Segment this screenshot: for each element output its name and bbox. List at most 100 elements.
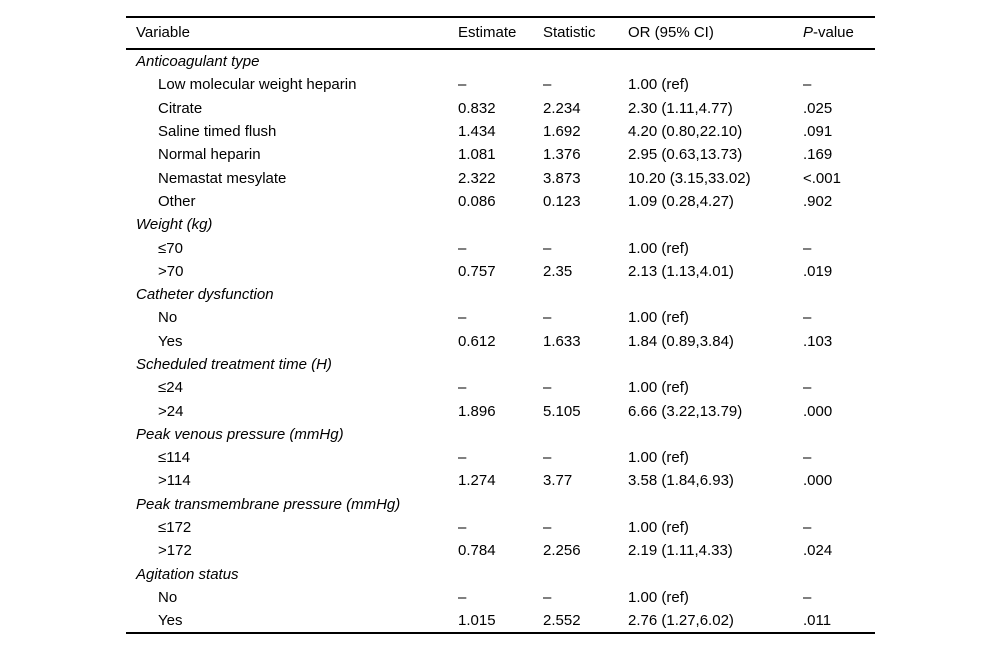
header-p-value: P-value: [803, 17, 875, 50]
section-header-row: Anticoagulant type: [126, 49, 875, 73]
cell-p-value: .025: [803, 99, 833, 117]
cell-variable: No: [158, 588, 178, 606]
section-header-row: Weight (kg): [126, 213, 875, 236]
cell-or-ci: 1.00 (ref): [628, 76, 689, 94]
table-row: Yes 0.612 1.633 1.84 (0.89,3.84) .103: [126, 330, 875, 353]
cell-estimate: –: [458, 449, 467, 467]
cell-estimate: 0.086: [458, 192, 496, 210]
cell-estimate: –: [458, 588, 467, 606]
cell-or-ci: 1.00 (ref): [628, 519, 689, 537]
cell-or-ci: 2.19 (1.11,4.33): [628, 542, 733, 560]
section-label: Weight (kg): [136, 216, 213, 234]
cell-p-value: .091: [803, 123, 833, 141]
cell-estimate: 1.274: [458, 472, 496, 490]
cell-variable: ≤114: [158, 449, 191, 467]
cell-or-ci: 1.09 (0.28,4.27): [628, 192, 734, 210]
header-or-ci: OR (95% CI): [628, 17, 803, 50]
cell-or-ci: 1.00 (ref): [628, 379, 689, 397]
header-row: Variable Estimate Statistic OR (95% CI) …: [126, 17, 875, 50]
section-label: Scheduled treatment time (H): [136, 356, 332, 373]
cell-p-value: –: [803, 379, 812, 397]
table-row: Citrate 0.832 2.234 2.30 (1.11,4.77) .025: [126, 97, 875, 120]
table-row: Normal heparin 1.081 1.376 2.95 (0.63,13.73…: [126, 143, 875, 166]
p-value-italic-part: P: [803, 24, 814, 41]
cell-variable: >172: [158, 542, 192, 560]
section-label: Agitation status: [136, 565, 239, 583]
cell-estimate: 1.896: [458, 402, 496, 420]
cell-variable: Other: [158, 192, 196, 210]
table-row: >24 1.896 5.105 6.66 (3.22,13.79) .000: [126, 399, 875, 422]
section-label: Anticoagulant type: [136, 53, 260, 71]
cell-statistic: –: [543, 309, 552, 327]
cell-statistic: 2.234: [543, 99, 581, 117]
cell-or-ci: 1.00 (ref): [628, 588, 689, 606]
cell-p-value: –: [803, 309, 812, 327]
cell-or-ci: 2.76 (1.27,6.02): [628, 612, 734, 630]
header-estimate: Estimate: [458, 17, 543, 50]
cell-variable: >24: [158, 402, 184, 420]
table-row: No – – 1.00 (ref) –: [126, 586, 875, 609]
cell-estimate: –: [458, 519, 467, 537]
p-value-rest-part: -value: [813, 24, 854, 41]
table-row: Yes 1.015 2.552 2.76 (1.27,6.02) .011: [126, 609, 875, 633]
cell-estimate: 0.612: [458, 332, 496, 350]
cell-variable: ≤24: [158, 379, 183, 397]
cell-or-ci: 1.00 (ref): [628, 239, 689, 257]
cell-statistic: 0.123: [543, 192, 581, 210]
cell-p-value: .019: [803, 262, 833, 280]
section-header-row: Peak transmembrane pressure (mmHg): [126, 493, 875, 516]
cell-estimate: 0.784: [458, 542, 496, 560]
section-label: Catheter dysfunction: [136, 286, 274, 304]
cell-statistic: –: [543, 519, 552, 537]
section-label: Peak transmembrane pressure (mmHg): [136, 495, 401, 513]
cell-p-value: –: [803, 449, 812, 467]
section-header-row: Agitation status: [126, 563, 875, 586]
table-row: >172 0.784 2.256 2.19 (1.11,4.33) .024: [126, 539, 875, 562]
cell-statistic: 1.633: [543, 332, 581, 350]
cell-variable: Low molecular weight heparin: [158, 76, 357, 94]
cell-statistic: –: [543, 449, 552, 467]
cell-estimate: –: [458, 379, 467, 397]
cell-or-ci: 3.58 (1.84,6.93): [628, 472, 734, 490]
cell-estimate: –: [458, 309, 467, 327]
cell-estimate: –: [458, 76, 467, 94]
cell-p-value: <.001: [803, 169, 841, 187]
cell-or-ci: 1.00 (ref): [628, 449, 689, 467]
cell-p-value: .902: [803, 192, 833, 210]
cell-variable: No: [158, 309, 178, 327]
table-row: ≤172 – – 1.00 (ref) –: [126, 516, 875, 539]
cell-statistic: 1.692: [543, 123, 581, 141]
cell-variable: Yes: [158, 612, 183, 630]
cell-p-value: –: [803, 588, 812, 606]
table-row: No – – 1.00 (ref) –: [126, 306, 875, 329]
cell-variable: ≤172: [158, 519, 192, 537]
cell-variable: >70: [158, 262, 184, 280]
cell-estimate: 1.015: [458, 612, 496, 630]
header-variable: Variable: [126, 17, 458, 50]
cell-statistic: –: [543, 379, 552, 397]
cell-estimate: 2.322: [458, 169, 496, 187]
cell-statistic: –: [543, 76, 552, 94]
cell-variable: Nemastat mesylate: [158, 169, 287, 187]
table-header: Variable Estimate Statistic OR (95% CI) …: [126, 17, 875, 50]
cell-statistic: 2.256: [543, 542, 581, 560]
cell-or-ci: 1.84 (0.89,3.84): [628, 332, 734, 350]
cell-variable: >114: [158, 472, 191, 490]
cell-variable: Yes: [158, 332, 183, 350]
cell-or-ci: 6.66 (3.22,13.79): [628, 402, 743, 420]
cell-statistic: 5.105: [543, 402, 581, 420]
cell-p-value: –: [803, 519, 812, 537]
cell-estimate: 0.757: [458, 262, 496, 280]
cell-statistic: 3.77: [543, 472, 573, 490]
table-row: Low molecular weight heparin – – 1.00 (ref)…: [126, 73, 875, 96]
regression-results-table: Variable Estimate Statistic OR (95% CI) …: [126, 16, 875, 635]
cell-or-ci: 2.30 (1.11,4.77): [628, 99, 733, 117]
cell-statistic: 2.35: [543, 262, 573, 280]
table-row: ≤24 – – 1.00 (ref) –: [126, 376, 875, 399]
table-row: Saline timed flush 1.434 1.692 4.20 (0.80,2…: [126, 120, 875, 143]
cell-statistic: 1.376: [543, 146, 581, 164]
section-label: Peak venous pressure (mmHg): [136, 425, 344, 443]
cell-estimate: –: [458, 239, 467, 257]
cell-or-ci: 10.20 (3.15,33.02): [628, 169, 751, 187]
